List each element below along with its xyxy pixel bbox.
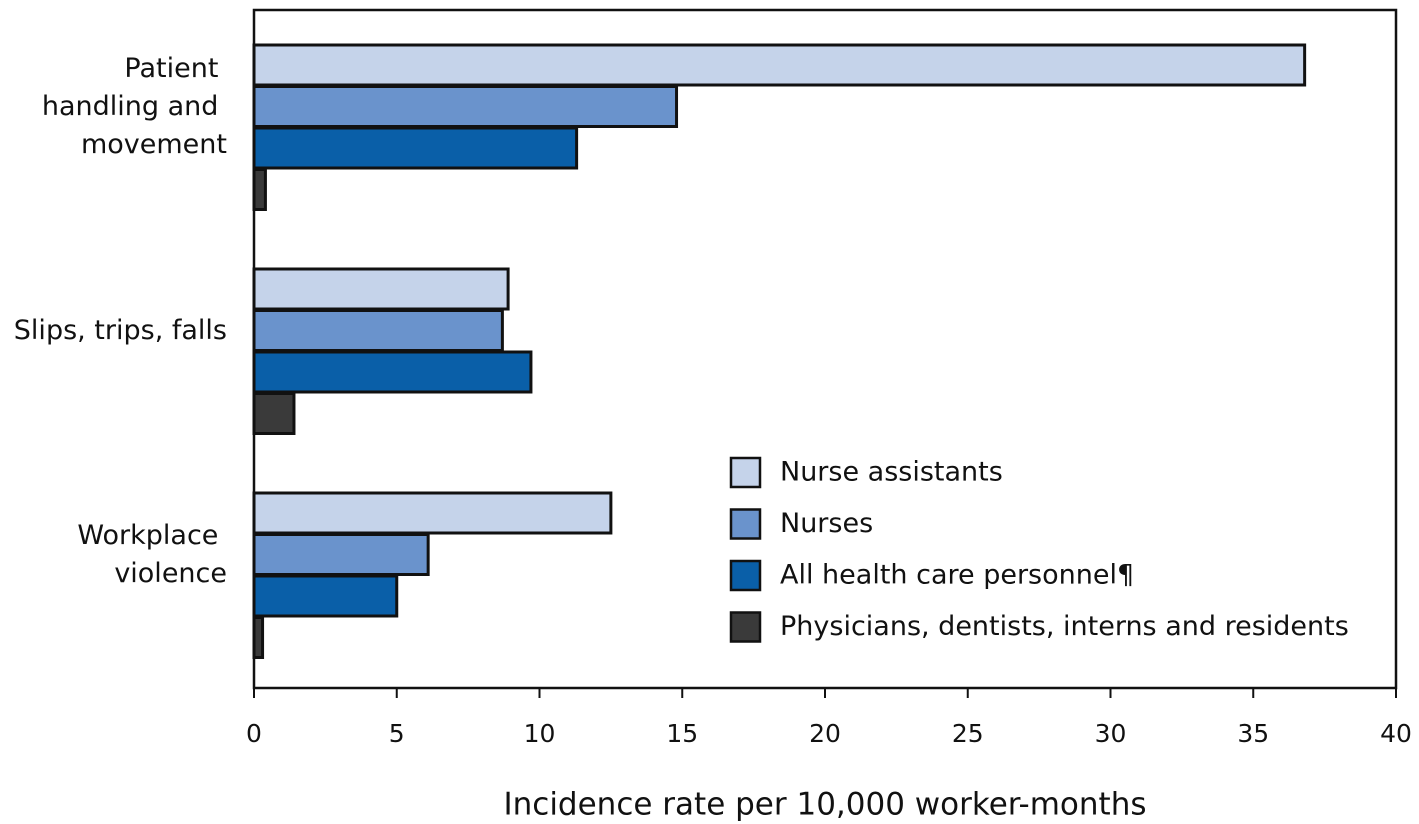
x-tick-label: 10 [524,719,556,748]
x-tick-label: 30 [1095,719,1127,748]
x-tick-label: 25 [952,719,984,748]
bar [252,43,1307,87]
bar [252,616,265,659]
x-tick-label: 40 [1380,719,1412,748]
plot-frame [252,8,1398,690]
legend-label: All health care personnel¶ [780,560,1134,591]
bar [252,126,579,170]
bar [252,85,679,128]
x-tick-label: 5 [389,719,405,748]
x-tick-label: 35 [1237,719,1269,748]
legend-label: Nurses [780,508,873,539]
legend-swatch [729,456,762,489]
bar [252,392,296,435]
x-axis-label: Incidence rate per 10,000 worker-months [503,787,1146,823]
legend-label: Nurse assistants [780,457,1003,488]
x-tick-label: 0 [246,719,262,748]
y-tick-label: Workplace violence [77,520,227,589]
x-tick-label: 15 [666,719,698,748]
legend-swatch [729,508,762,540]
y-tick-label: Patient handling and movement [42,53,227,160]
bar [252,533,430,576]
legend-swatch [729,559,762,592]
legend-label: Physicians, dentists, interns and reside… [780,611,1349,642]
bar [252,168,267,211]
y-tick-label: Slips, trips, falls [14,315,227,346]
bar [252,309,504,352]
legend-swatch [729,611,762,643]
x-tick-label: 20 [809,719,841,748]
bar [252,267,510,311]
bar [252,491,613,535]
bar [252,350,533,394]
bar [252,574,399,618]
